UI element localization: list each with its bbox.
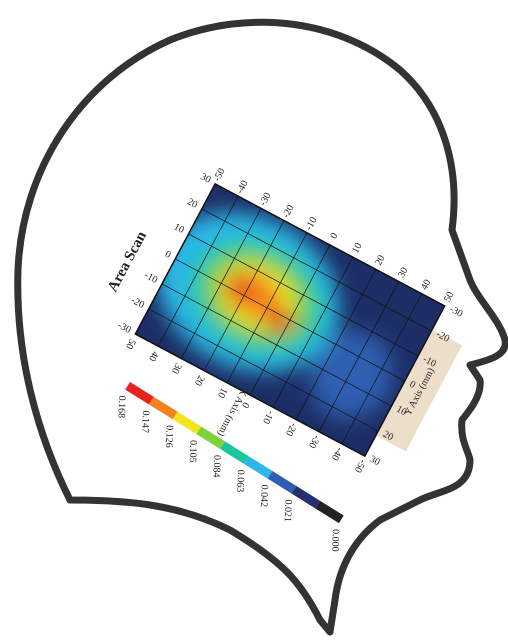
colorbar-label: 0.021 (282, 499, 294, 522)
colorbar-swatch (149, 397, 178, 419)
y-tick-label: -20 (129, 295, 146, 311)
x-tick-label: 30 (396, 266, 410, 280)
y-tick-label: 30 (199, 171, 213, 185)
colorbar-swatch (291, 486, 320, 508)
x-tick-label: 10 (215, 386, 229, 400)
colorbar-label: 0.000 (329, 529, 341, 552)
x-tick-label: -30 (306, 433, 322, 450)
colorbar-label: 0.126 (163, 425, 175, 448)
x-tick-label: 0 (328, 231, 340, 241)
y-tick-label: 20 (185, 196, 199, 210)
colorbar-label: 0.147 (139, 410, 151, 433)
x-tick-label: -50 (212, 167, 228, 184)
colorbar-swatch (244, 456, 273, 478)
x-tick-label: 30 (169, 361, 183, 375)
x-tick-label: -10 (303, 215, 319, 232)
figure: -5050-4040-3030-2020-10100010-1020-2030-… (0, 0, 508, 641)
x-tick-label: -20 (283, 421, 299, 438)
colorbar-label: 0.042 (258, 484, 270, 507)
colorbar-label: 0.084 (210, 455, 222, 478)
y-tick-label: 10 (172, 221, 186, 235)
colorbar-swatch (173, 412, 202, 434)
x-tick-label: 20 (373, 253, 387, 267)
y-tick-label: -10 (142, 270, 159, 286)
colorbar-swatch (220, 441, 249, 463)
x-tick-label: -40 (329, 445, 345, 462)
x-tick-label: 50 (123, 337, 137, 351)
title: Area Scan (105, 228, 150, 294)
x-tick-label: 50 (442, 290, 456, 304)
colorbar-label: 0.168 (115, 395, 127, 418)
x-tick-label: 10 (350, 241, 364, 255)
x-tick-label: -40 (235, 179, 251, 196)
x-tick-label: 20 (192, 373, 206, 387)
x-tick-label: -10 (260, 409, 276, 426)
x-tick-label: -30 (258, 191, 274, 208)
colorbar-label: 0.063 (234, 470, 246, 493)
x-tick-label: 40 (419, 278, 433, 292)
colorbar-swatch (315, 501, 344, 523)
colorbar-swatch (268, 471, 297, 493)
y-tick-label: 0 (163, 249, 173, 261)
colorbar-label: 0.105 (187, 440, 199, 463)
y-tick-label: -30 (447, 304, 464, 320)
x-tick-label: -50 (352, 457, 368, 474)
y-tick-label: 30 (368, 454, 382, 468)
x-tick-label: -20 (281, 203, 297, 220)
x-tick-label: 40 (146, 349, 160, 363)
page: {"figure": { "title": "Area Scan", "x_ax… (0, 0, 508, 641)
colorbar-swatch (125, 382, 154, 404)
y-tick-label: -30 (116, 320, 133, 336)
